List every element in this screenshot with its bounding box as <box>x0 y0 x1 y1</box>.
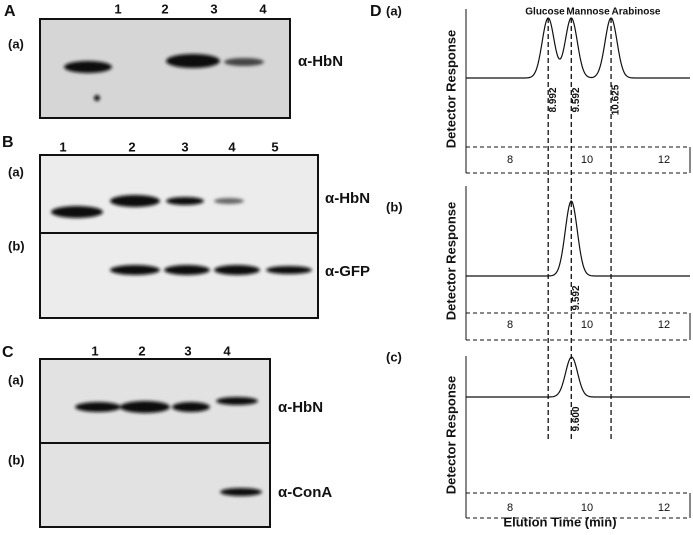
sugar-label: Glucose <box>525 7 565 18</box>
peak-label: 9.600 <box>571 406 582 431</box>
lane-number: 2 <box>128 139 135 154</box>
sugar-label: Mannose <box>566 7 610 18</box>
blot <box>39 154 319 319</box>
tick-label: 12 <box>658 154 670 166</box>
trace <box>466 356 690 398</box>
y-axis-label: Detector Response <box>443 30 458 148</box>
bands <box>51 195 312 275</box>
sugar-label: Arabinose <box>612 7 661 18</box>
panel-letter: C <box>2 344 14 361</box>
panel-letter: A <box>4 3 16 20</box>
peak-label: 9.592 <box>571 87 582 112</box>
blot-label: (a) <box>8 164 24 179</box>
lane-number: 4 <box>223 343 231 358</box>
antibody-label: α-ConA <box>278 484 332 501</box>
lane-number: 2 <box>138 343 145 358</box>
blot-label: (b) <box>8 452 25 467</box>
lane-number: 5 <box>271 139 278 154</box>
tick-label: 10 <box>581 502 593 514</box>
trace-label: (c) <box>386 349 402 364</box>
lane-number: 1 <box>114 1 121 16</box>
antibody-label: α-HbN <box>298 53 343 70</box>
lane-number: 1 <box>59 139 66 154</box>
peak-label: 10.625 <box>611 84 622 115</box>
blot-label: (a) <box>8 372 24 387</box>
tick-label: 10 <box>581 154 593 166</box>
x-axis-label: Elution Time (min) <box>503 514 616 529</box>
lane-number: 3 <box>184 343 191 358</box>
bands <box>75 397 262 496</box>
antibody-label: α-HbN <box>325 190 370 207</box>
lane-number: 3 <box>210 1 217 16</box>
tick-label: 8 <box>507 154 513 166</box>
trace <box>466 17 690 79</box>
y-axis-label: Detector Response <box>443 202 458 320</box>
trace-label: (b) <box>386 199 403 214</box>
antibody-label: α-GFP <box>325 263 370 280</box>
peak-label: 9.592 <box>571 285 582 310</box>
panel-letter: B <box>2 134 14 151</box>
trace <box>466 200 690 277</box>
lane-number: 4 <box>228 139 236 154</box>
tick-label: 8 <box>507 502 513 514</box>
peak-label: 8.992 <box>548 87 559 112</box>
lane-number: 1 <box>91 343 98 358</box>
tick-label: 8 <box>507 319 513 331</box>
lane-number: 2 <box>161 1 168 16</box>
blot-label: (b) <box>8 238 25 253</box>
lane-number: 3 <box>181 139 188 154</box>
tick-label: 12 <box>658 319 670 331</box>
bands <box>64 54 264 101</box>
antibody-label: α-HbN <box>278 399 323 416</box>
tick-label: 10 <box>581 319 593 331</box>
y-axis-label: Detector Response <box>443 376 458 494</box>
tick-label: 12 <box>658 502 670 514</box>
lane-number: 4 <box>259 1 267 16</box>
panel-letter: D <box>370 3 382 20</box>
blot-label: (a) <box>8 36 24 51</box>
trace-label: (a) <box>386 3 402 18</box>
